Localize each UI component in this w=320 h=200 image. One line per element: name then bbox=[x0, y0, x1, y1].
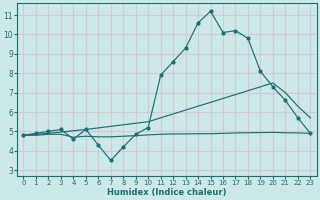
X-axis label: Humidex (Indice chaleur): Humidex (Indice chaleur) bbox=[107, 188, 227, 197]
